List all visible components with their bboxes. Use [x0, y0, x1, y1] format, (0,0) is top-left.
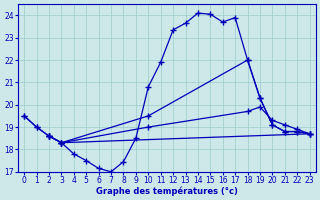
- X-axis label: Graphe des températures (°c): Graphe des températures (°c): [96, 186, 238, 196]
